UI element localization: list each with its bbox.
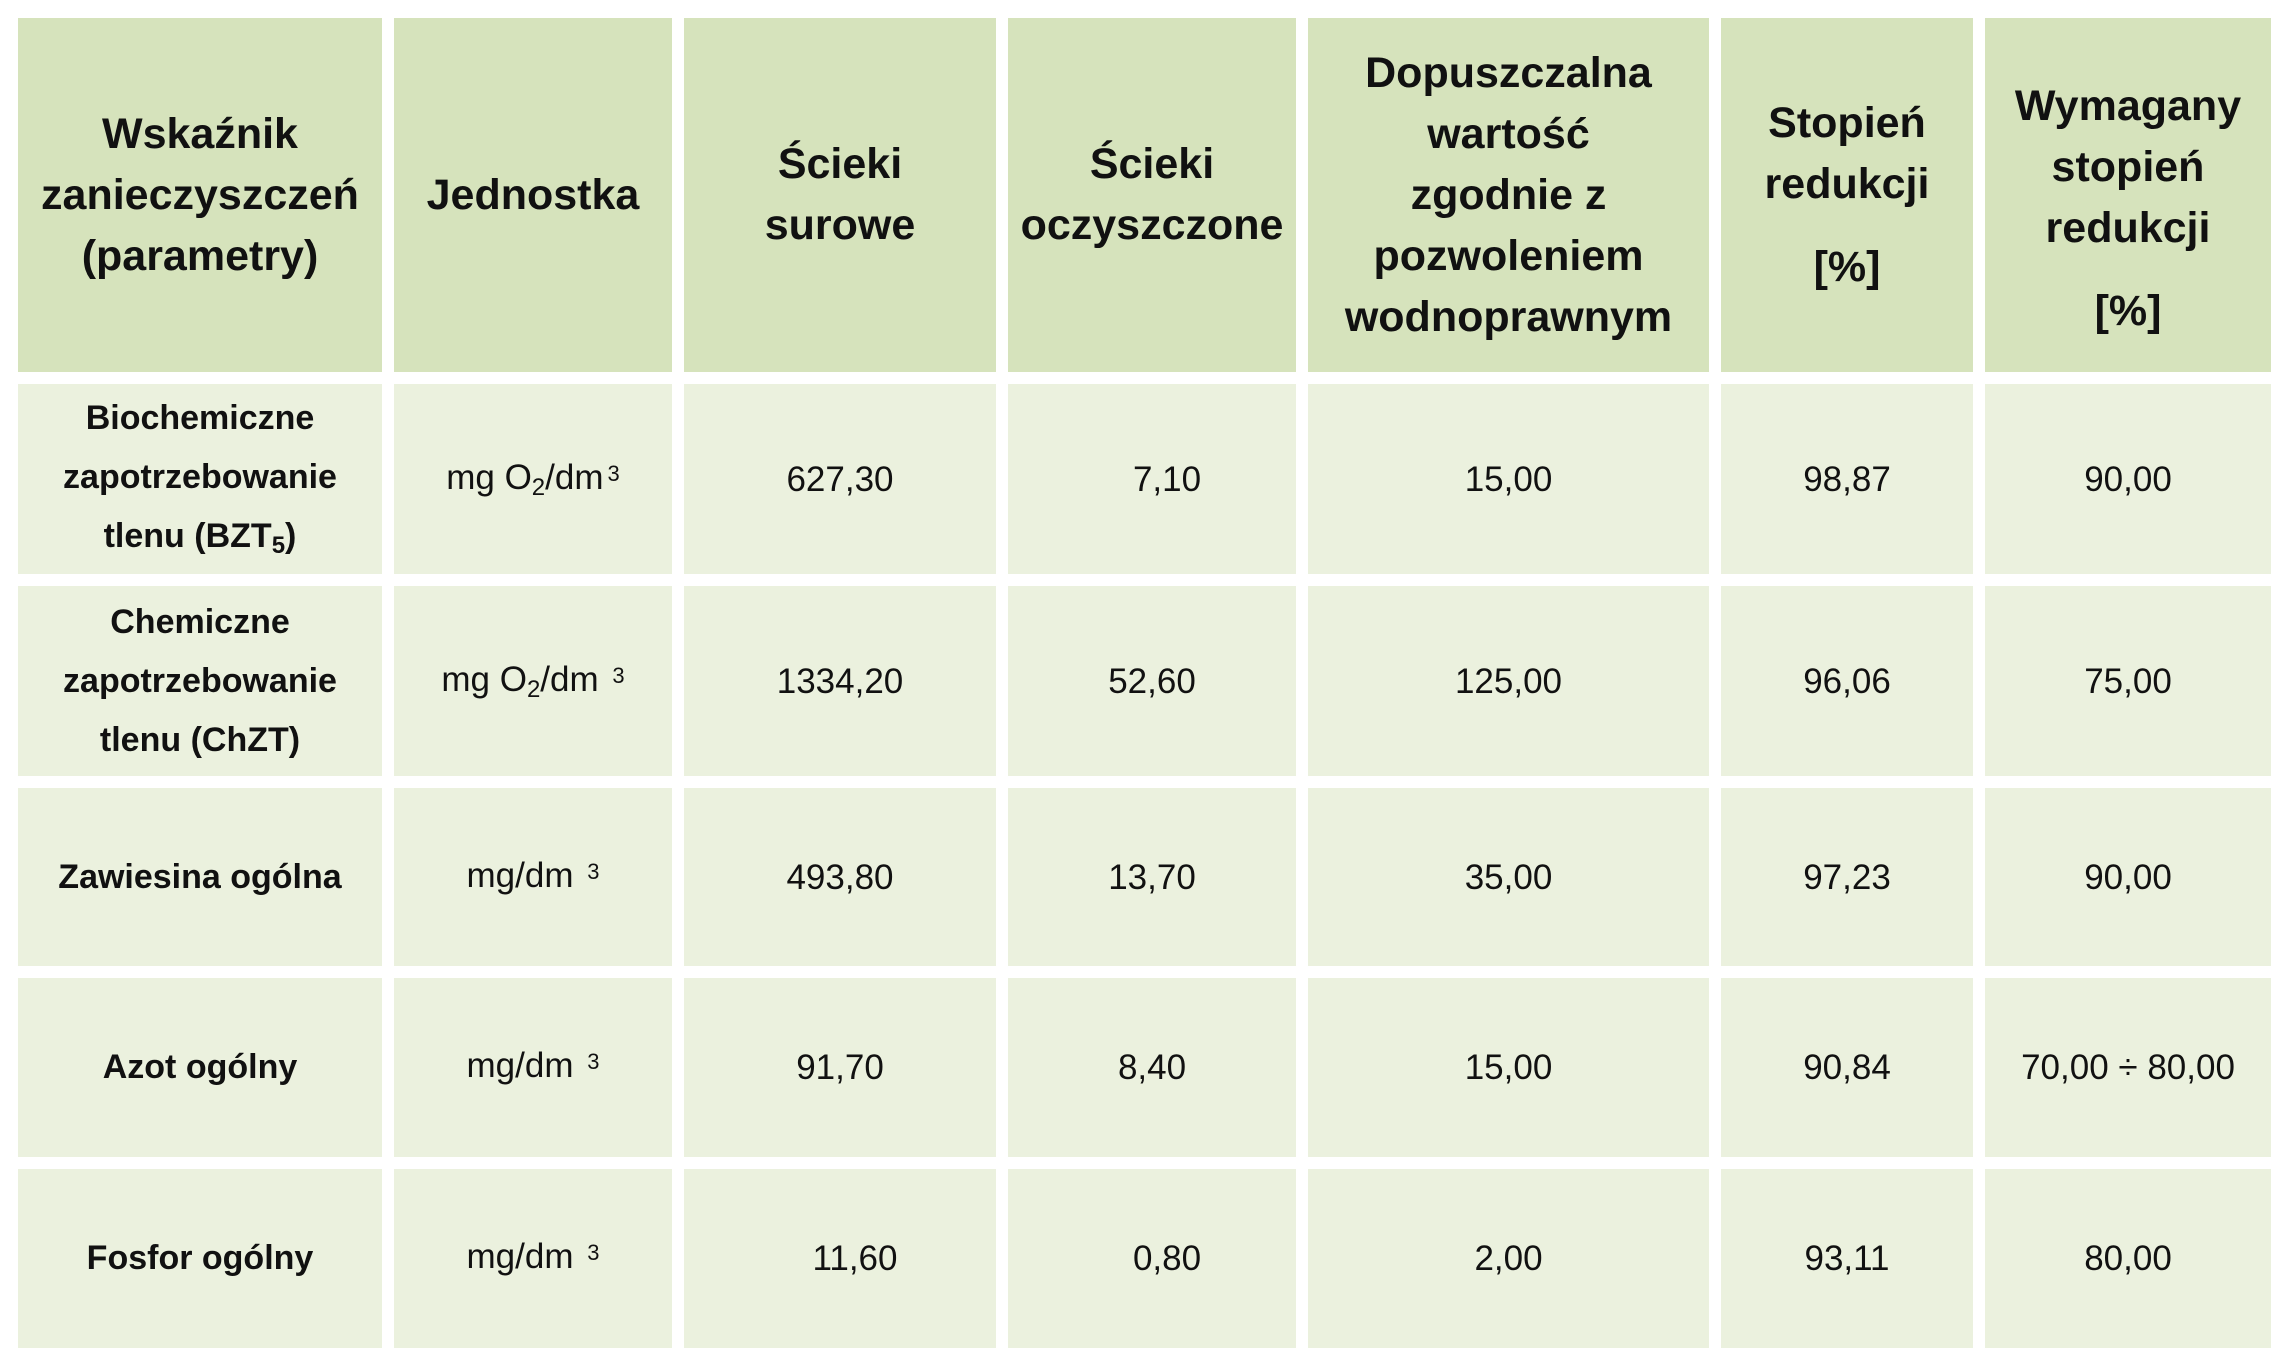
treated-value-cell: 0,80: [1008, 1169, 1296, 1348]
treated-value-cell: 52,60: [1008, 586, 1296, 776]
permitted-value-cell: 15,00: [1308, 978, 1709, 1157]
parameter-cell: Azot ogólny: [18, 978, 382, 1157]
unit-cell: mg/dm 3: [394, 788, 672, 966]
raw-value-cell: 1334,20: [684, 586, 996, 776]
reduction-value-cell: 93,11: [1721, 1169, 1973, 1348]
table-row: Azot ogólny mg/dm 3 91,70 8,40 15,00 90,…: [18, 978, 2271, 1157]
raw-value-cell: 627,30: [684, 384, 996, 574]
raw-value-cell: 91,70: [684, 978, 996, 1157]
header-reduction-degree: Stopień redukcji [%]: [1721, 18, 1973, 372]
permitted-value-cell: 35,00: [1308, 788, 1709, 966]
unit-cell: mg/dm 3: [394, 978, 672, 1157]
raw-value-cell: 493,80: [684, 788, 996, 966]
header-permitted-value: Dopuszczalna wartość zgodnie z pozwoleni…: [1308, 18, 1709, 372]
unit-cell: mg O2/dm 3: [394, 586, 672, 776]
raw-value-cell: 11,60: [684, 1169, 996, 1348]
required-value-cell: 75,00: [1985, 586, 2271, 776]
required-value-cell: 80,00: [1985, 1169, 2271, 1348]
table-row: Chemiczne zapotrzebowanie tlenu (ChZT) m…: [18, 586, 2271, 776]
parameter-cell: Fosfor ogólny: [18, 1169, 382, 1348]
unit-cell: mg O2/dm 3: [394, 384, 672, 574]
parameter-cell: Zawiesina ogólna: [18, 788, 382, 966]
header-unit: Jednostka: [394, 18, 672, 372]
reduction-value-cell: 97,23: [1721, 788, 1973, 966]
header-required-reduction: Wymagany stopień redukcji [%]: [1985, 18, 2271, 372]
treated-value-cell: 7,10: [1008, 384, 1296, 574]
header-raw-sewage: Ścieki surowe: [684, 18, 996, 372]
reduction-value-cell: 96,06: [1721, 586, 1973, 776]
header-treated-sewage: Ścieki oczyszczone: [1008, 18, 1296, 372]
required-value-cell: 70,00 ÷ 80,00: [1985, 978, 2271, 1157]
permitted-value-cell: 2,00: [1308, 1169, 1709, 1348]
table-row: Fosfor ogólny mg/dm 3 11,60 0,80 2,00 93…: [18, 1169, 2271, 1348]
permitted-value-cell: 15,00: [1308, 384, 1709, 574]
treated-value-cell: 13,70: [1008, 788, 1296, 966]
header-row: Wskaźnik zanieczyszczeń (parametry) Jedn…: [18, 18, 2271, 372]
reduction-value-cell: 98,87: [1721, 384, 1973, 574]
required-value-cell: 90,00: [1985, 384, 2271, 574]
header-parameter: Wskaźnik zanieczyszczeń (parametry): [18, 18, 382, 372]
reduction-value-cell: 90,84: [1721, 978, 1973, 1157]
parameter-cell: Chemiczne zapotrzebowanie tlenu (ChZT): [18, 586, 382, 776]
unit-cell: mg/dm 3: [394, 1169, 672, 1348]
permitted-value-cell: 125,00: [1308, 586, 1709, 776]
pollution-reduction-table: Wskaźnik zanieczyszczeń (parametry) Jedn…: [6, 6, 2283, 1360]
treated-value-cell: 8,40: [1008, 978, 1296, 1157]
required-value-cell: 90,00: [1985, 788, 2271, 966]
table-row: Biochemiczne zapotrzebowanie tlenu (BZT5…: [18, 384, 2271, 574]
parameter-cell: Biochemiczne zapotrzebowanie tlenu (BZT5…: [18, 384, 382, 574]
table-row: Zawiesina ogólna mg/dm 3 493,80 13,70 35…: [18, 788, 2271, 966]
